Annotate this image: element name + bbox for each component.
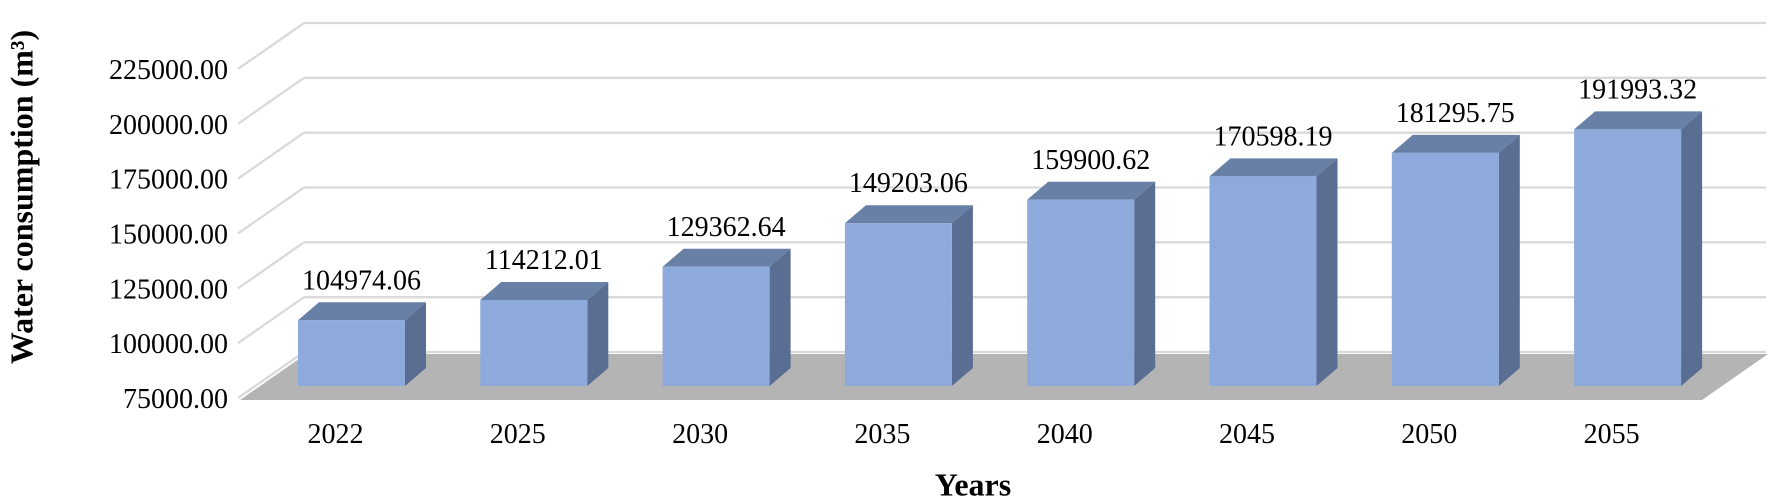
bar	[298, 320, 405, 386]
x-tick-label: 2040	[1037, 419, 1093, 450]
x-tick-label: 2055	[1584, 419, 1640, 450]
bar-side-face	[951, 205, 973, 386]
gridline-connector	[237, 241, 305, 290]
y-tick-label: 200000.00	[109, 110, 228, 141]
bar-value-label: 129362.64	[667, 212, 786, 243]
bar-side-face	[1498, 134, 1520, 386]
bar-side-face	[769, 248, 791, 386]
x-tick-label: 2050	[1401, 419, 1457, 450]
x-tick-label: 2025	[490, 419, 546, 450]
y-tick-label: 225000.00	[109, 55, 228, 86]
gridline-connector	[237, 351, 305, 399]
bar-top-face	[1391, 134, 1520, 153]
bar-top-face	[1209, 158, 1338, 177]
bar	[1391, 152, 1499, 386]
bar-value-label: 191993.32	[1578, 74, 1697, 105]
bar-side-face	[1681, 111, 1703, 386]
bar-value-label: 159900.62	[1031, 145, 1150, 176]
x-tick-label: 2045	[1219, 419, 1275, 450]
bar-side-face	[587, 281, 609, 386]
bar	[1027, 199, 1135, 386]
bar-side-face	[1134, 181, 1156, 386]
chart-floor	[240, 354, 1768, 400]
y-tick-label: 75000.00	[123, 384, 228, 415]
bar-value-label: 114212.01	[485, 245, 603, 276]
bar-top-face	[662, 248, 791, 267]
bar-top-face	[1574, 111, 1703, 130]
bar	[1574, 129, 1682, 386]
bar	[480, 299, 588, 386]
y-tick-label: 100000.00	[109, 329, 228, 360]
bar-value-label: 170598.19	[1214, 121, 1333, 152]
y-tick-label: 175000.00	[109, 165, 228, 196]
gridline-connector	[237, 186, 305, 235]
bar-side-face	[405, 302, 426, 386]
gridline-connector	[237, 131, 305, 180]
y-tick-label: 125000.00	[109, 274, 228, 305]
bar-value-label: 181295.75	[1396, 98, 1515, 129]
bar	[844, 223, 952, 386]
gridline-connector	[237, 22, 305, 70]
x-tick-label: 2030	[672, 419, 728, 450]
bar	[1209, 176, 1317, 386]
bar-top-face	[298, 302, 426, 321]
gridline-connector	[237, 76, 305, 125]
gridline-connector	[237, 296, 305, 345]
bar-top-face	[844, 205, 973, 224]
bar-value-label: 149203.06	[849, 168, 968, 199]
x-axis-title: Years	[934, 466, 1012, 503]
bar-top-face	[480, 281, 609, 300]
bar-top-face	[1027, 181, 1156, 200]
bar-value-label: 104974.06	[302, 265, 421, 296]
bar	[662, 266, 770, 386]
x-tick-label: 2035	[854, 419, 910, 450]
y-tick-label: 150000.00	[109, 220, 228, 251]
y-axis-title: Water consumption (m³)	[3, 29, 40, 365]
x-tick-label: 2022	[308, 419, 364, 450]
bar-side-face	[1316, 158, 1338, 386]
